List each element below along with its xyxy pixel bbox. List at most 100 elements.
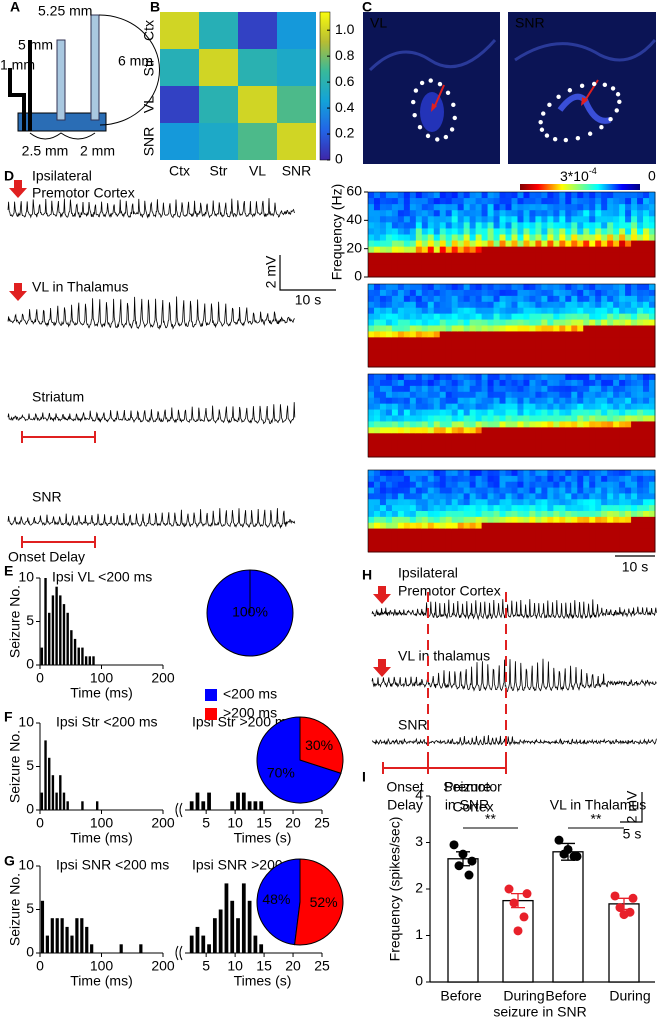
- legend-label: >200 ms: [223, 705, 277, 721]
- spectrogram-cell: [643, 487, 650, 494]
- outline-dot: [425, 133, 431, 139]
- data-point: [449, 840, 459, 850]
- spectrogram-cell: [631, 204, 638, 211]
- spectrogram-cell: [397, 234, 405, 242]
- spectrogram-cell: [559, 409, 566, 416]
- spectrogram-cell: [553, 433, 560, 440]
- spectrogram-cell: [433, 546, 441, 553]
- spectrogram-cell: [607, 385, 614, 393]
- spectrogram-cell: [421, 234, 429, 242]
- spectrogram-cell: [421, 210, 429, 217]
- spectrogram-cell: [517, 228, 524, 235]
- spectrogram-cell: [433, 301, 441, 309]
- label: Seizure: [443, 779, 491, 795]
- spectrogram-cell: [439, 522, 447, 530]
- spectrogram-cell: [379, 234, 387, 242]
- y-tick-label: 10: [18, 714, 34, 730]
- spectrogram-cell: [565, 361, 572, 368]
- spectrogram-cell: [475, 475, 483, 483]
- spectrogram-cell: [613, 264, 620, 272]
- spectrogram-cell: [469, 289, 477, 297]
- spectrogram-cell: [445, 379, 453, 387]
- spectrogram-cell: [397, 439, 405, 446]
- spectrogram-cell: [583, 403, 590, 411]
- spectrogram-cell: [529, 246, 536, 254]
- spectrogram-cell: [427, 284, 435, 291]
- spectrogram-cell: [577, 475, 584, 483]
- spectrogram-cell: [439, 397, 447, 405]
- spectrogram-cell: [517, 487, 524, 494]
- spectrogram-cell: [643, 307, 650, 315]
- spectrogram-cell: [511, 270, 518, 278]
- spectrogram-cell: [547, 403, 554, 411]
- colorbar: [319, 11, 331, 161]
- spectrogram-cell: [469, 361, 477, 368]
- significance: **: [591, 811, 602, 827]
- group-label: Cortex: [452, 799, 493, 815]
- spectrogram-cell: [445, 481, 453, 489]
- spectrogram-cell: [368, 349, 375, 356]
- eeg-trace: [7, 198, 296, 219]
- spectrogram-cell: [493, 391, 501, 399]
- spectrogram-cell: [607, 493, 614, 500]
- spectrogram-cell: [559, 216, 566, 223]
- spectrogram-cell: [457, 361, 465, 368]
- spectrogram-cell: [373, 421, 381, 428]
- spectrogram-cell: [368, 499, 375, 506]
- spectrogram-cell: [595, 210, 602, 217]
- spectrogram-cell: [391, 493, 399, 500]
- spectrogram-cell: [499, 228, 507, 235]
- spectrogram-cell: [445, 403, 453, 411]
- spectrogram-cell: [595, 385, 602, 393]
- spectrogram-cell: [403, 331, 411, 338]
- spectrogram-cell: [601, 313, 608, 321]
- spectrogram-cell: [391, 391, 399, 399]
- spectrogram-cell: [457, 397, 465, 405]
- spectrogram-cell: [427, 445, 435, 452]
- outline-dot: [544, 133, 550, 138]
- spectrogram-cell: [511, 349, 518, 356]
- spectrogram-cell: [529, 284, 536, 291]
- spectrogram-cell: [403, 409, 411, 416]
- spectrogram-cell: [403, 528, 411, 535]
- spectrogram-cell: [493, 222, 501, 229]
- spectrogram-cell: [511, 415, 518, 422]
- spectrogram-cell: [415, 349, 423, 356]
- spectrogram-cell: [595, 289, 602, 297]
- spectrogram-cell: [595, 284, 602, 291]
- spectrogram-cell: [409, 546, 417, 553]
- spectrogram-cell: [499, 421, 507, 428]
- spectrogram-cell: [589, 295, 596, 303]
- spectrogram-cell: [541, 470, 548, 477]
- spectrogram-cell: [583, 337, 590, 344]
- spectrogram-cell: [517, 374, 524, 381]
- spectrogram-cell: [397, 445, 405, 452]
- spectrogram-cell: [385, 499, 393, 506]
- outline-dot: [575, 135, 581, 141]
- data-point: [454, 861, 464, 871]
- histogram-bar: [259, 944, 264, 953]
- spectrogram-cell: [451, 204, 459, 211]
- spectrogram-cell: [487, 234, 495, 242]
- spectrogram-cell: [613, 385, 620, 393]
- spectrogram-cell: [601, 331, 608, 338]
- spectrogram-cell: [373, 289, 381, 297]
- spectrogram-cell: [373, 331, 381, 338]
- spectrogram-cell: [559, 379, 566, 387]
- spectrogram-cell: [511, 451, 518, 458]
- outline-dot: [419, 80, 425, 86]
- spectrogram-cell: [415, 192, 423, 199]
- axis-label: seizure in SNR: [493, 1004, 586, 1020]
- spectrogram-cell: [391, 534, 399, 541]
- spectrogram-cell: [589, 222, 596, 229]
- spectrogram-cell: [487, 516, 495, 524]
- spectrogram-cell: [577, 391, 584, 399]
- spectrogram-cell: [637, 319, 644, 326]
- spectrogram-cell: [535, 546, 542, 553]
- spectrogram-cell: [529, 546, 536, 553]
- spectrogram-cell: [625, 228, 632, 235]
- diagram-label: 5 mm: [18, 37, 53, 53]
- spectrogram-cell: [499, 319, 507, 326]
- spectrogram-cell: [391, 270, 399, 278]
- spectrogram-cell: [595, 546, 602, 553]
